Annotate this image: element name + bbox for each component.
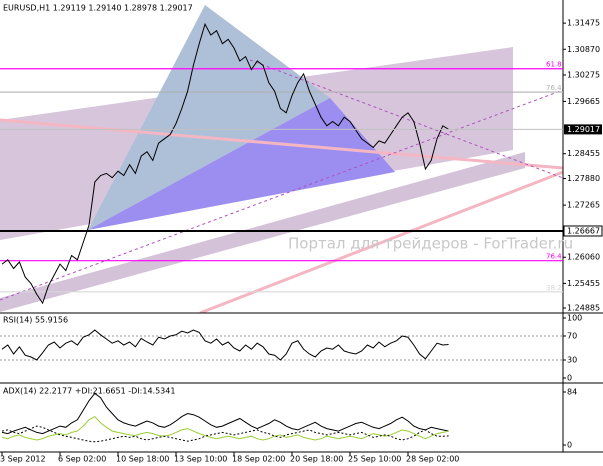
- triangle: [88, 5, 330, 230]
- y-tick-label: 1.24885: [567, 304, 600, 313]
- trend-line: [249, 59, 563, 179]
- y-tick-label: 0: [567, 441, 572, 450]
- y-tick-label: 0: [567, 374, 572, 383]
- series-line: [1, 392, 449, 435]
- triangle: [88, 98, 395, 230]
- y-tick-label: 1.30870: [567, 45, 600, 54]
- y-tick-label: 1.31475: [567, 19, 600, 28]
- rsi-title: RSI(14) 55.9156: [3, 316, 68, 325]
- y-tick-label: 100: [567, 314, 582, 323]
- fib-label: 76.4: [546, 84, 562, 92]
- chart-title: EURUSD,H1 1.29119 1.29140 1.28978 1.2901…: [3, 4, 193, 13]
- trend-line: [199, 170, 563, 313]
- y-tick-label: 30: [567, 356, 577, 365]
- x-tick-label: 28 Sep 02:00: [406, 455, 459, 464]
- x-tick-label: 13 Sep 10:00: [174, 455, 227, 464]
- y-tick-label: 1.27265: [567, 201, 600, 210]
- series-line: [1, 415, 449, 441]
- x-tick-label: 25 Sep 10:00: [348, 455, 401, 464]
- trend-line: [0, 118, 563, 170]
- drawings: [0, 5, 563, 313]
- watermark: Портал для трейдеров - ForTrader.ru: [288, 235, 573, 253]
- x-tick-label: 10 Sep 18:00: [116, 455, 169, 464]
- series-line: [1, 329, 449, 361]
- price-box: [563, 225, 603, 237]
- price-box-label: 1.26667: [567, 226, 600, 235]
- y-tick-label: 70: [567, 332, 577, 341]
- fib-label: 38.2: [546, 284, 562, 292]
- y-tick-label: 84: [567, 388, 577, 397]
- series-line: [1, 22, 449, 305]
- y-tick-label: 1.29665: [567, 97, 600, 106]
- adx-title: ADX(14) 22.2177 +DI:21.6651 -DI:14.5341: [3, 387, 175, 396]
- y-tick-label: 1.30275: [567, 71, 600, 80]
- y-tick-label: 1.25455: [567, 279, 600, 288]
- y-tick-label: 1.27880: [567, 174, 600, 183]
- x-tick-label: 3 Sep 2012: [0, 455, 46, 464]
- fib-label: 61.8: [546, 61, 562, 69]
- y-tick-label: 1.26060: [567, 253, 600, 262]
- fib-label: 76.4: [546, 253, 562, 261]
- x-tick-label: 6 Sep 02:00: [58, 455, 106, 464]
- channel: [0, 152, 525, 312]
- trend-line: [0, 89, 563, 301]
- current-price-box: [564, 124, 602, 135]
- x-tick-label: 20 Sep 18:00: [290, 455, 343, 464]
- y-tick-label: 1.28455: [567, 149, 600, 158]
- current-price-label: 1.29017: [567, 125, 600, 134]
- x-tick-label: 18 Sep 02:00: [232, 455, 285, 464]
